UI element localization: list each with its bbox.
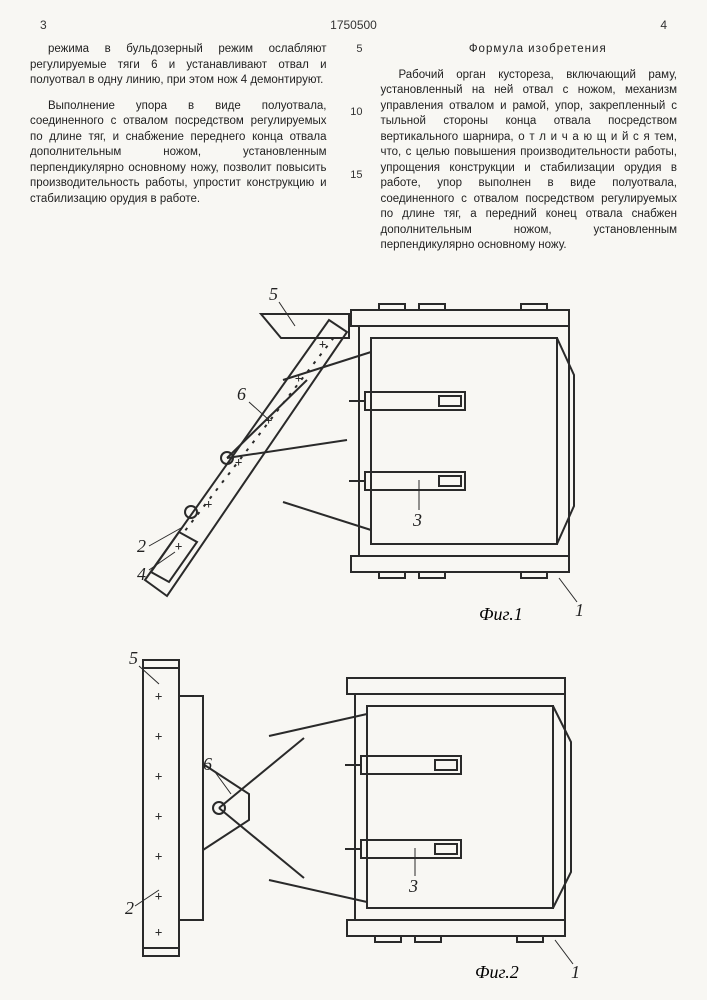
svg-text:+: + [175,539,182,553]
callout-3: 3 [408,876,418,896]
figure-1: + + + + + + 1 2 3 4 5 6 Фиг.1 [119,280,589,630]
left-para-2: Выполнение упора в виде полуотвала, соед… [30,99,327,208]
left-column: режима в бульдозерный режим ослабляют ре… [30,42,327,264]
svg-text:+: + [235,455,242,469]
page-num-right: 4 [660,18,667,32]
callout-6: 6 [237,384,246,404]
page-num-left: 3 [40,18,47,32]
figure-2: + + + + + + + 1 2 3 5 6 Фиг.2 [119,644,589,984]
svg-text:+: + [155,925,162,939]
svg-text:+: + [155,849,162,863]
callout-1: 1 [571,962,580,982]
svg-text:+: + [319,337,326,351]
svg-text:+: + [155,729,162,743]
callout-6: 6 [203,754,212,774]
line-num: 10 [345,105,363,168]
text-columns: режима в бульдозерный режим ослабляют ре… [30,42,677,264]
svg-text:+: + [155,769,162,783]
fig1-label: Фиг.1 [479,604,523,624]
callout-1: 1 [575,600,584,620]
page-header: 3 1750500 4 [30,18,677,32]
right-column: Формула изобретения Рабочий орган кустор… [381,42,678,264]
svg-text:+: + [295,371,302,385]
callout-5: 5 [269,284,278,304]
callout-4: 4 [137,564,146,584]
claims-title: Формула изобретения [381,42,678,58]
fig2-label: Фиг.2 [475,962,519,982]
svg-text:+: + [155,689,162,703]
svg-text:+: + [155,809,162,823]
patent-page: 3 1750500 4 режима в бульдозерный режим … [0,0,707,1000]
line-num: 5 [345,42,363,105]
figures-area: + + + + + + 1 2 3 4 5 6 Фиг.1 [30,280,677,984]
callout-5: 5 [129,648,138,668]
line-num: 15 [345,168,363,231]
patent-number: 1750500 [330,18,377,32]
svg-text:+: + [155,889,162,903]
right-para-1: Рабочий орган кустореза, включающий раму… [381,68,678,254]
line-number-gutter: 5 10 15 [345,42,363,264]
left-para-1: режима в бульдозерный режим ослабляют ре… [30,42,327,89]
svg-text:+: + [265,413,272,427]
callout-3: 3 [412,510,422,530]
svg-text:+: + [205,497,212,511]
callout-2: 2 [125,898,134,918]
callout-2: 2 [137,536,146,556]
